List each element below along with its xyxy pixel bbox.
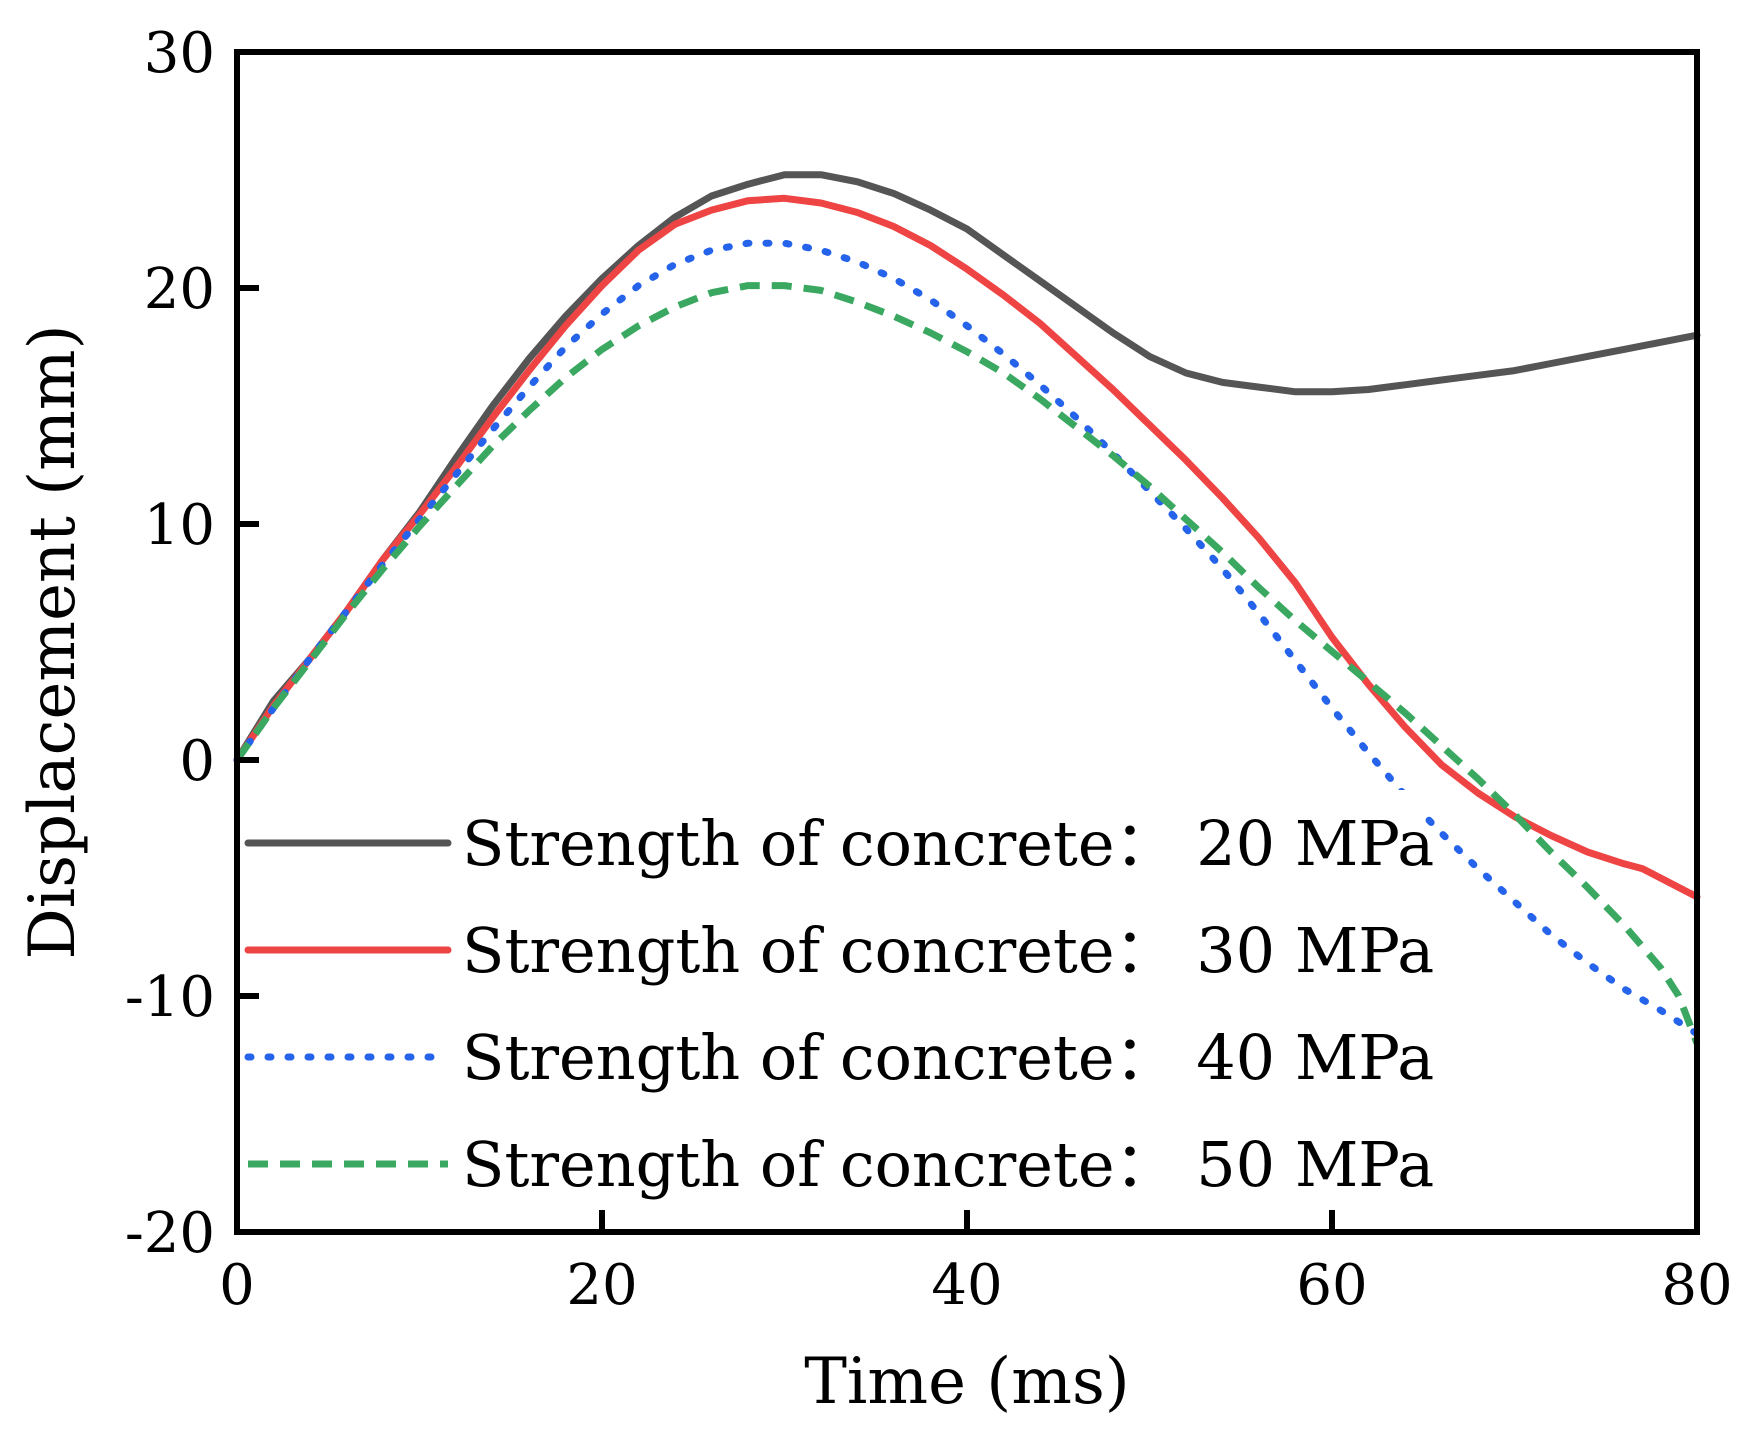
x-tick-label: 0 [219, 1253, 255, 1318]
series-line-4 [234, 282, 1701, 1045]
legend-label-1: Strength of concrete： 20 MPa [462, 807, 1434, 880]
x-axis-title: Time (ms) [804, 1345, 1130, 1419]
axis-ticks: 0 20 40 60 80 -20 -10 0 10 20 30 [125, 21, 1733, 1318]
y-tick-label: 10 [144, 493, 215, 558]
y-tick-label: 30 [144, 21, 215, 86]
legend: Strength of concrete： 20 MPa Strength of … [244, 790, 1434, 1220]
legend-label-2: Strength of concrete： 30 MPa [462, 914, 1434, 987]
series-layer [233, 171, 1701, 1045]
x-tick-label: 40 [931, 1253, 1002, 1318]
y-tick-label: 20 [144, 257, 215, 322]
series-line-1 [233, 171, 1701, 764]
x-tick-label: 80 [1661, 1253, 1732, 1318]
x-tick-label: 60 [1296, 1253, 1367, 1318]
y-axis-title: Displacement (mm) [16, 324, 90, 959]
y-tick-label: -10 [125, 965, 215, 1030]
series-line-3 [233, 239, 1701, 1038]
x-tick-label: 20 [566, 1253, 637, 1318]
y-tick-label: 0 [179, 729, 215, 794]
legend-background [244, 790, 1424, 1220]
series-line-2 [233, 194, 1701, 901]
legend-label-3: Strength of concrete： 40 MPa [462, 1021, 1434, 1094]
y-tick-label: -20 [125, 1201, 215, 1266]
legend-label-4: Strength of concrete： 50 MPa [462, 1128, 1434, 1201]
